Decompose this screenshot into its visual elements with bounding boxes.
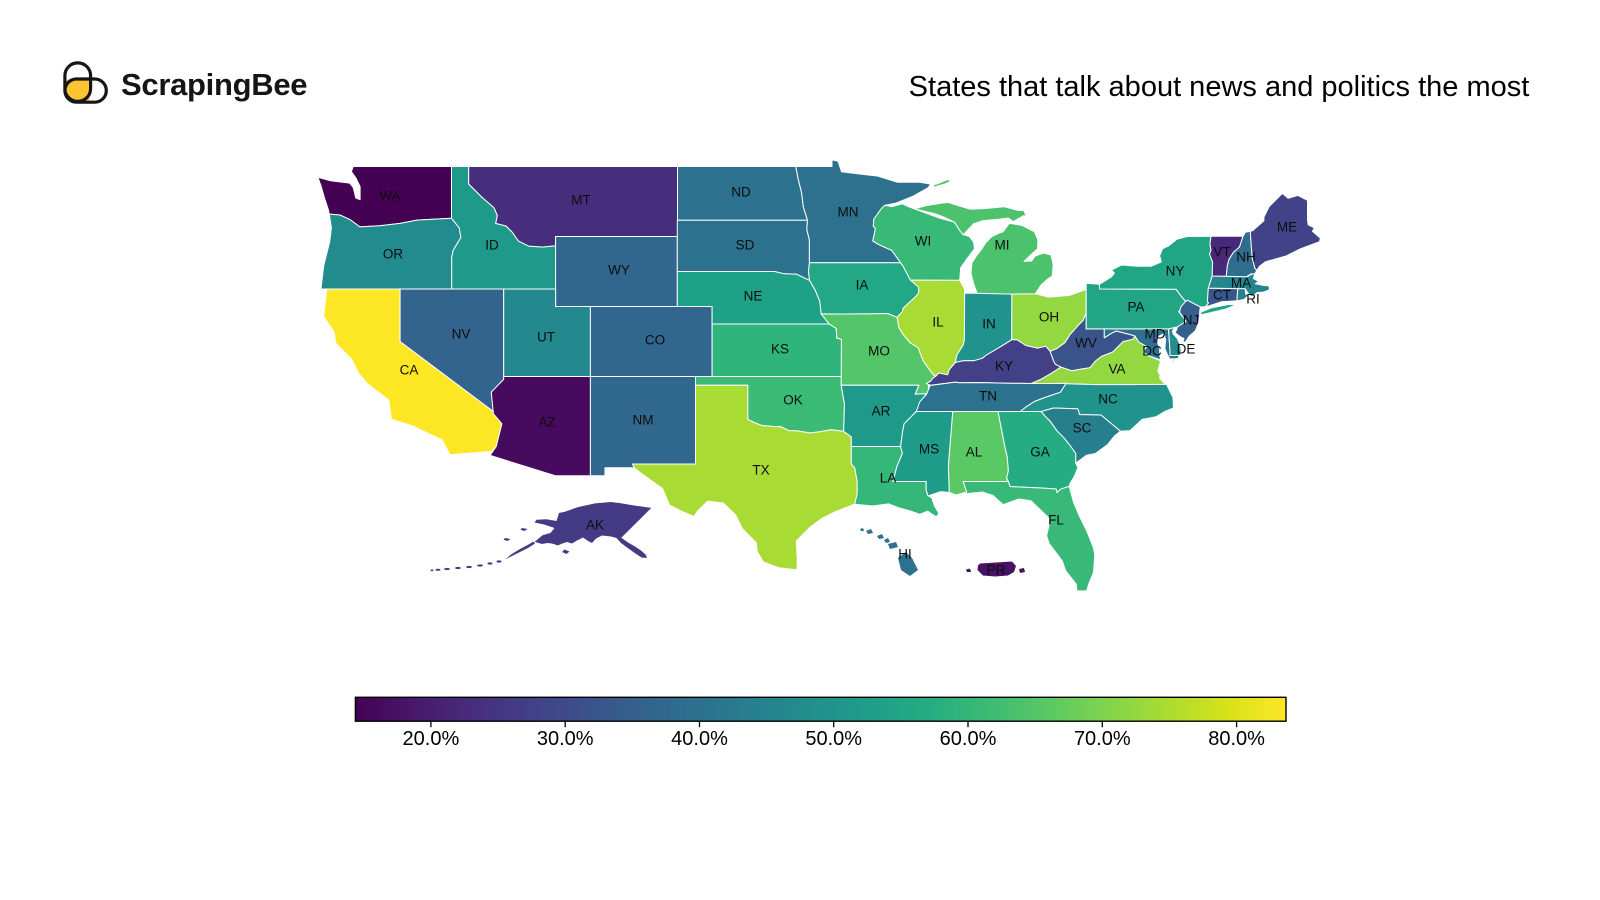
svg-text:OR: OR	[383, 247, 404, 262]
svg-text:SD: SD	[736, 238, 755, 253]
svg-text:50.0%: 50.0%	[805, 728, 862, 750]
svg-text:DE: DE	[1177, 342, 1196, 357]
svg-text:80.0%: 80.0%	[1208, 728, 1265, 750]
svg-text:OH: OH	[1039, 310, 1059, 325]
svg-text:UT: UT	[537, 330, 555, 345]
svg-text:MI: MI	[995, 238, 1010, 253]
svg-text:MA: MA	[1231, 276, 1251, 291]
svg-text:LA: LA	[880, 471, 897, 486]
svg-text:20.0%: 20.0%	[403, 728, 460, 750]
svg-text:OK: OK	[783, 393, 803, 408]
svg-text:NV: NV	[452, 327, 471, 342]
svg-text:ME: ME	[1277, 220, 1297, 235]
svg-text:ND: ND	[731, 185, 751, 200]
svg-text:MS: MS	[919, 442, 939, 457]
svg-text:AZ: AZ	[538, 415, 555, 430]
svg-text:KY: KY	[995, 359, 1013, 374]
svg-text:PR: PR	[987, 563, 1006, 578]
svg-text:DC: DC	[1142, 344, 1162, 359]
svg-text:GA: GA	[1030, 445, 1050, 460]
svg-text:PA: PA	[1127, 300, 1144, 315]
svg-text:WY: WY	[608, 263, 630, 278]
svg-text:40.0%: 40.0%	[671, 728, 728, 750]
svg-text:NE: NE	[744, 289, 763, 304]
svg-text:FL: FL	[1048, 513, 1064, 528]
svg-text:30.0%: 30.0%	[537, 728, 594, 750]
svg-text:States that talk about news an: States that talk about news and politics…	[909, 71, 1530, 103]
svg-text:MD: MD	[1145, 327, 1166, 342]
svg-text:HI: HI	[898, 547, 912, 562]
svg-text:CO: CO	[645, 333, 665, 348]
svg-text:AL: AL	[966, 445, 983, 460]
svg-text:ID: ID	[485, 238, 499, 253]
svg-text:SC: SC	[1073, 421, 1092, 436]
svg-text:NM: NM	[633, 413, 654, 428]
svg-text:NJ: NJ	[1183, 313, 1200, 328]
svg-text:MO: MO	[868, 344, 890, 359]
svg-text:NH: NH	[1236, 250, 1256, 265]
svg-text:IN: IN	[982, 317, 996, 332]
svg-text:KS: KS	[771, 342, 789, 357]
svg-text:VA: VA	[1108, 362, 1125, 377]
svg-text:RI: RI	[1246, 292, 1260, 307]
svg-text:AR: AR	[872, 404, 891, 419]
svg-text:MN: MN	[838, 205, 859, 220]
svg-text:CT: CT	[1213, 288, 1231, 303]
svg-text:MT: MT	[571, 193, 591, 208]
svg-text:CA: CA	[400, 363, 419, 378]
svg-text:NC: NC	[1098, 392, 1118, 407]
svg-text:70.0%: 70.0%	[1074, 728, 1131, 750]
svg-text:IA: IA	[856, 278, 869, 293]
svg-text:WI: WI	[915, 234, 932, 249]
svg-text:IL: IL	[932, 315, 944, 330]
svg-text:AK: AK	[586, 518, 604, 533]
svg-text:VT: VT	[1213, 245, 1230, 260]
svg-text:WV: WV	[1075, 336, 1097, 351]
svg-text:60.0%: 60.0%	[940, 728, 997, 750]
svg-text:TX: TX	[752, 463, 769, 478]
svg-text:ScrapingBee: ScrapingBee	[121, 67, 307, 102]
svg-text:NY: NY	[1166, 264, 1185, 279]
svg-text:WA: WA	[379, 189, 400, 204]
svg-text:TN: TN	[979, 389, 997, 404]
